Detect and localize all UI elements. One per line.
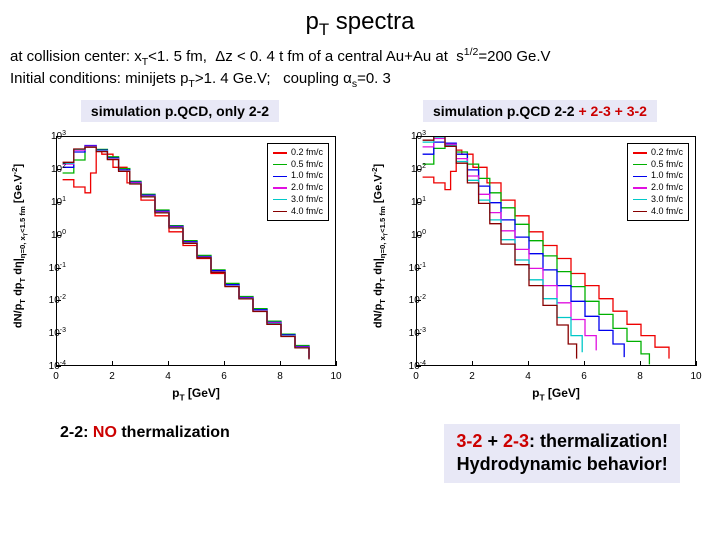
- xtick-label: 8: [637, 371, 643, 382]
- bl-prefix: 2-2:: [60, 424, 93, 441]
- left-legend: 0.2 fm/c0.5 fm/c1.0 fm/c2.0 fm/c3.0 fm/c…: [267, 143, 329, 221]
- legend-label: 0.2 fm/c: [651, 147, 683, 159]
- legend-swatch: [273, 152, 287, 154]
- legend-label: 0.5 fm/c: [291, 159, 323, 171]
- legend-label: 4.0 fm/c: [291, 206, 323, 218]
- xtick-label: 10: [330, 371, 341, 382]
- legend-label: 2.0 fm/c: [291, 182, 323, 194]
- legend-item: 2.0 fm/c: [273, 182, 323, 194]
- left-chart-column: simulation p.QCD, only 2-2 0.2 fm/c0.5 f…: [10, 100, 350, 406]
- right-chart-column: simulation p.QCD 2-2 + 2-3 + 3-2 0.2 fm/…: [370, 100, 710, 406]
- legend-item: 3.0 fm/c: [633, 194, 683, 206]
- legend-item: 2.0 fm/c: [633, 182, 683, 194]
- legend-swatch: [273, 187, 287, 189]
- left-plot-box: 0.2 fm/c0.5 fm/c1.0 fm/c2.0 fm/c3.0 fm/c…: [56, 136, 336, 366]
- right-chart: 0.2 fm/c0.5 fm/c1.0 fm/c2.0 fm/c3.0 fm/c…: [370, 126, 710, 406]
- xtick-label: 2: [109, 371, 115, 382]
- br-red2: 2-3: [503, 431, 529, 451]
- legend-swatch: [633, 152, 647, 154]
- legend-item: 0.5 fm/c: [633, 159, 683, 171]
- legend-swatch: [633, 211, 647, 213]
- left-chart-heading: simulation p.QCD, only 2-2: [81, 100, 279, 122]
- xtick-label: 0: [413, 371, 419, 382]
- xtick-label: 2: [469, 371, 475, 382]
- legend-label: 0.2 fm/c: [291, 147, 323, 159]
- page-title: pT spectra: [0, 8, 720, 40]
- legend-item: 4.0 fm/c: [633, 206, 683, 218]
- xtick-label: 6: [221, 371, 227, 382]
- legend-item: 0.2 fm/c: [273, 147, 323, 159]
- series-line: [423, 137, 577, 359]
- legend-item: 3.0 fm/c: [273, 194, 323, 206]
- legend-label: 0.5 fm/c: [651, 159, 683, 171]
- charts-row: simulation p.QCD, only 2-2 0.2 fm/c0.5 f…: [10, 100, 710, 406]
- br-black: : thermalization!: [529, 431, 668, 451]
- xtick-label: 4: [525, 371, 531, 382]
- left-chart: 0.2 fm/c0.5 fm/c1.0 fm/c2.0 fm/c3.0 fm/c…: [10, 126, 350, 406]
- xtick-label: 6: [581, 371, 587, 382]
- br-red1: 3-2: [456, 431, 487, 451]
- legend-swatch: [633, 187, 647, 189]
- subtitle: at collision center: xT<1. 5 fm, Δz < 0.…: [10, 46, 710, 92]
- legend-swatch: [633, 199, 647, 201]
- title-post: spectra: [329, 8, 414, 35]
- br-plus: +: [487, 431, 503, 451]
- bottom-row: 2-2: NO thermalization 3-2 + 2-3: therma…: [60, 424, 680, 483]
- legend-label: 1.0 fm/c: [651, 170, 683, 182]
- right-heading-part: simulation p.QCD 2-2: [433, 103, 578, 119]
- xtick-label: 10: [690, 371, 701, 382]
- right-chart-heading: simulation p.QCD 2-2 + 2-3 + 3-2: [423, 100, 657, 122]
- xtick-label: 0: [53, 371, 59, 382]
- legend-item: 0.5 fm/c: [273, 159, 323, 171]
- series-line: [423, 144, 650, 364]
- br-line1: 3-2 + 2-3: thermalization!: [456, 430, 668, 453]
- subtitle-line1: at collision center: xT<1. 5 fm, Δz < 0.…: [10, 46, 710, 70]
- right-legend: 0.2 fm/c0.5 fm/c1.0 fm/c2.0 fm/c3.0 fm/c…: [627, 143, 689, 221]
- right-ylabel: dN/pT dpT dη|η=0, xT<1.5 fm [Ge.V-2]: [370, 164, 389, 328]
- legend-swatch: [633, 176, 647, 178]
- legend-swatch: [273, 164, 287, 166]
- legend-label: 2.0 fm/c: [651, 182, 683, 194]
- legend-swatch: [273, 211, 287, 213]
- legend-item: 1.0 fm/c: [273, 170, 323, 182]
- legend-swatch: [273, 199, 287, 201]
- left-ylabel: dN/pT dpT dη|η=0, xT<1.5 fm [Ge.V-2]: [10, 164, 29, 328]
- right-plot-box: 0.2 fm/c0.5 fm/c1.0 fm/c2.0 fm/c3.0 fm/c…: [416, 136, 696, 366]
- legend-label: 4.0 fm/c: [651, 206, 683, 218]
- left-xlabel: pT [GeV]: [56, 386, 336, 402]
- right-xlabel: pT [GeV]: [416, 386, 696, 402]
- right-heading-part: + 2-3: [578, 103, 614, 119]
- title-pre: p: [306, 8, 319, 35]
- legend-label: 3.0 fm/c: [291, 194, 323, 206]
- bl-red: NO: [93, 424, 117, 441]
- legend-label: 1.0 fm/c: [291, 170, 323, 182]
- right-heading-part: + 3-2: [615, 103, 647, 119]
- legend-label: 3.0 fm/c: [651, 194, 683, 206]
- subtitle-line2: Initial conditions: minijets pT>1. 4 Ge.…: [10, 69, 710, 92]
- legend-swatch: [273, 176, 287, 178]
- xtick-label: 4: [165, 371, 171, 382]
- br-line2: Hydrodynamic behavior!: [456, 453, 668, 476]
- legend-swatch: [633, 164, 647, 166]
- legend-item: 1.0 fm/c: [633, 170, 683, 182]
- title-sub: T: [319, 20, 329, 39]
- xtick-label: 8: [277, 371, 283, 382]
- bl-suffix: thermalization: [117, 424, 230, 441]
- legend-item: 4.0 fm/c: [273, 206, 323, 218]
- bottom-left-text: 2-2: NO thermalization: [60, 424, 230, 483]
- bottom-right-panel: 3-2 + 2-3: thermalization! Hydrodynamic …: [444, 424, 680, 483]
- legend-item: 0.2 fm/c: [633, 147, 683, 159]
